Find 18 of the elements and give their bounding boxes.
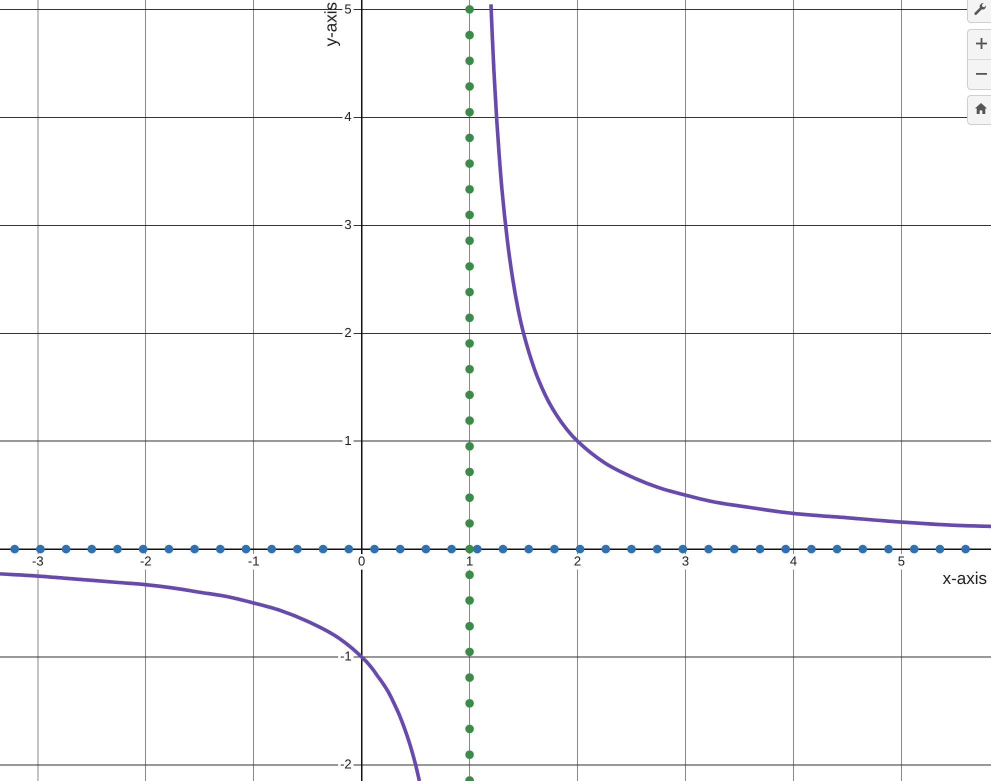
y-axis-title: y-axis <box>321 2 340 46</box>
y-tick-label: 1 <box>344 432 352 448</box>
y-tick-label: -2 <box>340 756 352 772</box>
x-tick-label: 3 <box>682 553 690 568</box>
y-tick-label: -1 <box>340 648 352 664</box>
x-tick-label: 1 <box>466 553 474 568</box>
y-tick-label: 4 <box>344 109 352 124</box>
x-tick-label: -2 <box>140 553 152 568</box>
y-tick-label: 5 <box>344 1 352 16</box>
x-tick-label: 4 <box>790 553 798 568</box>
y-tick-label: 3 <box>344 217 352 232</box>
x-axis-title: x-axis <box>942 568 987 588</box>
y-tick-label: 2 <box>344 324 352 340</box>
x-tick-label: 5 <box>898 553 906 568</box>
x-tick-label: 0 <box>358 553 366 568</box>
x-tick-label: -3 <box>32 553 44 568</box>
x-tick-label: 2 <box>574 553 582 568</box>
x-tick-label: -1 <box>248 553 260 568</box>
